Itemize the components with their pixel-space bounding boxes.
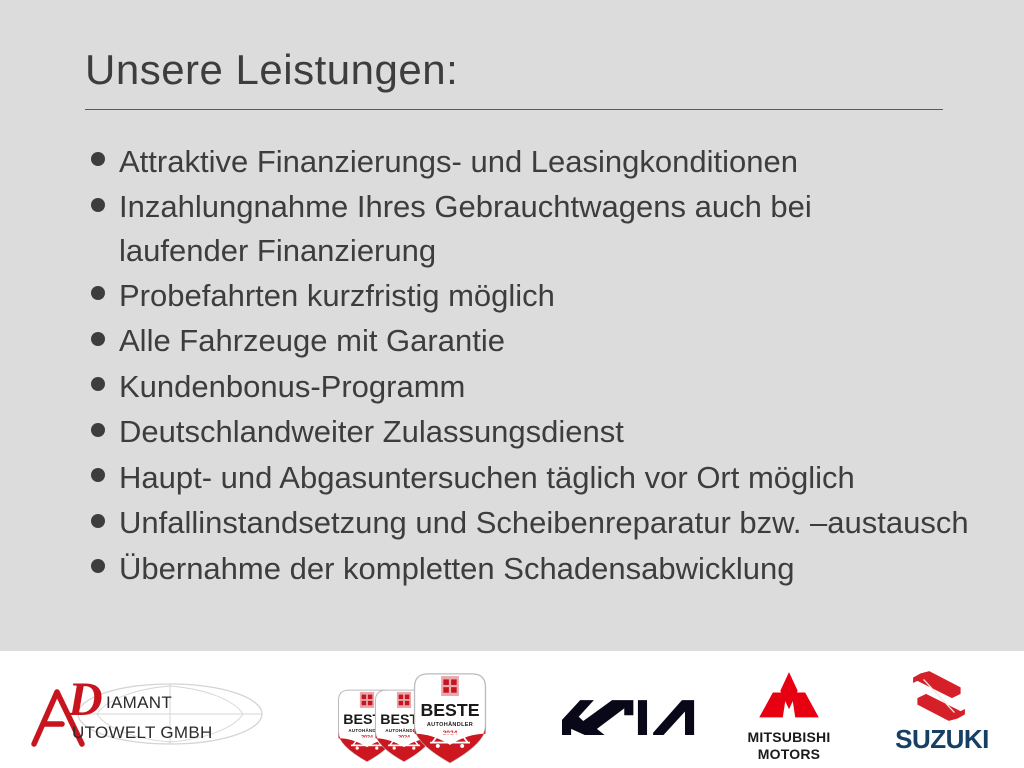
svg-text:UTOWELT GMBH: UTOWELT GMBH bbox=[72, 723, 213, 742]
svg-text:D: D bbox=[67, 673, 103, 726]
svg-text:IAMANT: IAMANT bbox=[106, 693, 172, 712]
